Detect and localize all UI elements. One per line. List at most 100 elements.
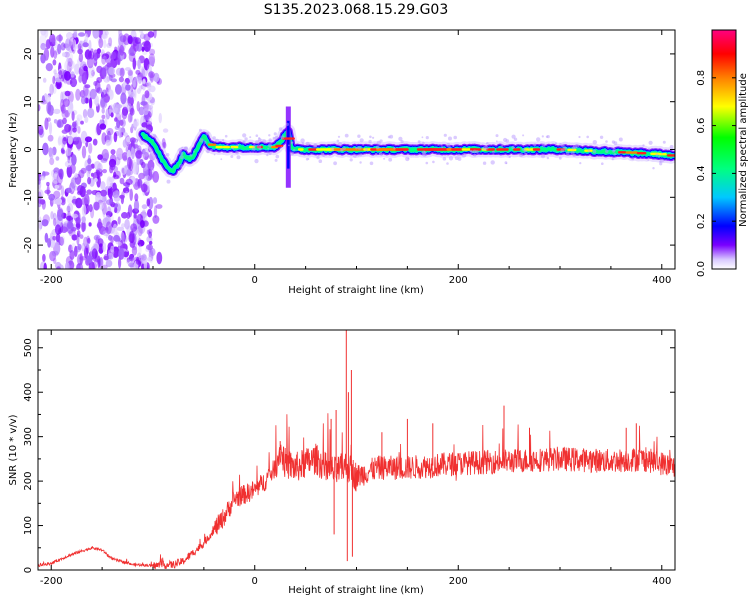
noise-blob bbox=[42, 77, 47, 83]
ridge-hotspots bbox=[207, 137, 675, 157]
noise-blob bbox=[143, 147, 150, 157]
halo-speckle bbox=[375, 145, 380, 150]
noise-blob bbox=[65, 38, 72, 51]
y-tick-label: 0 bbox=[23, 567, 34, 573]
noise-blob bbox=[125, 178, 133, 185]
noise-blob bbox=[124, 219, 130, 230]
noise-blob bbox=[115, 170, 121, 179]
noise-blob bbox=[97, 255, 101, 269]
halo-speckle bbox=[274, 158, 278, 162]
noise-blob bbox=[100, 189, 107, 197]
noise-blob bbox=[66, 205, 71, 213]
x-tick-label: 200 bbox=[449, 576, 468, 587]
noise-blob bbox=[133, 213, 137, 219]
noise-blob bbox=[121, 109, 128, 120]
noise-blob bbox=[65, 187, 73, 193]
halo-speckle bbox=[255, 140, 260, 145]
halo-speckle bbox=[275, 154, 280, 159]
halo-speckle bbox=[541, 135, 544, 138]
noise-blob bbox=[118, 33, 125, 46]
x-tick-label: 0 bbox=[252, 275, 258, 286]
noise-blob bbox=[53, 190, 61, 199]
noise-blob bbox=[112, 223, 118, 237]
noise-blob bbox=[140, 31, 144, 38]
noise-blob bbox=[116, 226, 125, 231]
noise-blob bbox=[149, 240, 153, 245]
halo-speckle bbox=[313, 143, 318, 148]
noise-blob bbox=[74, 63, 80, 75]
noise-blob bbox=[122, 187, 130, 194]
halo-speckle bbox=[280, 135, 285, 140]
halo-speckle bbox=[558, 156, 562, 160]
halo-speckle bbox=[372, 136, 375, 139]
halo-speckle bbox=[422, 141, 425, 145]
halo-speckle bbox=[179, 151, 184, 156]
noise-blob bbox=[143, 259, 148, 269]
halo-speckle bbox=[224, 134, 228, 138]
noise-blob bbox=[125, 67, 131, 72]
noise-blob bbox=[107, 252, 114, 260]
noise-blob bbox=[65, 261, 70, 269]
halo-speckle bbox=[374, 153, 378, 156]
noise-blob bbox=[108, 66, 115, 76]
noise-blob bbox=[120, 166, 127, 175]
snr-ticks: -200 0 200 400 0 100 200 300 400 500 bbox=[23, 330, 675, 587]
noise-blob bbox=[58, 70, 63, 80]
halo-speckle bbox=[307, 158, 310, 160]
x-tick-label: 0 bbox=[252, 576, 258, 587]
noise-blob bbox=[55, 156, 60, 161]
halo-speckle bbox=[236, 143, 240, 147]
noise-blob bbox=[57, 43, 62, 55]
noise-blob bbox=[87, 51, 95, 60]
halo-speckle bbox=[421, 136, 424, 139]
halo-speckle bbox=[292, 148, 296, 152]
halo-speckle bbox=[508, 155, 511, 159]
halo-speckle bbox=[454, 156, 459, 160]
noise-blob bbox=[70, 71, 75, 78]
noise-blob bbox=[64, 71, 71, 81]
noise-blob bbox=[101, 66, 107, 77]
noise-blob bbox=[145, 81, 151, 86]
halo-speckle bbox=[355, 146, 358, 150]
y-tick-label: 400 bbox=[23, 383, 34, 402]
halo-speckle bbox=[199, 138, 204, 143]
colorbar: 0.0 0.2 0.4 0.6 0.8 Normalized spectral ampl… bbox=[696, 29, 749, 277]
halo-speckle bbox=[566, 151, 570, 155]
halo-speckle bbox=[255, 134, 259, 137]
noise-blob bbox=[146, 229, 150, 235]
halo-speckle bbox=[545, 135, 549, 138]
noise-blob bbox=[104, 30, 109, 36]
noise-blob bbox=[115, 84, 122, 95]
halo-speckle bbox=[280, 146, 283, 149]
noise-blob bbox=[60, 185, 65, 197]
snr-panel: -200 0 200 400 0 100 200 300 400 500 Height of st… bbox=[8, 329, 676, 596]
halo-speckle bbox=[422, 152, 427, 157]
noise-blob bbox=[101, 114, 106, 120]
halo-speckle bbox=[242, 133, 247, 138]
noise-blob bbox=[146, 198, 151, 207]
noise-blob bbox=[84, 136, 93, 143]
noise-blob bbox=[38, 206, 41, 218]
halo-speckle bbox=[461, 153, 467, 158]
noise-blob bbox=[132, 159, 136, 172]
noise-blob bbox=[144, 90, 150, 99]
noise-blob bbox=[99, 123, 107, 130]
halo-speckle bbox=[359, 138, 364, 143]
halo-speckle bbox=[432, 160, 435, 164]
halo-speckle bbox=[251, 147, 256, 151]
noise-blob bbox=[75, 88, 81, 101]
noise-blob bbox=[76, 253, 84, 266]
noise-blob bbox=[153, 72, 160, 83]
noise-blob bbox=[87, 237, 91, 244]
noise-blob bbox=[77, 243, 82, 251]
noise-blob bbox=[96, 170, 101, 177]
noise-blob bbox=[55, 241, 60, 255]
noise-blob bbox=[101, 148, 110, 162]
halo-speckle bbox=[524, 152, 526, 155]
noise-blob bbox=[66, 221, 74, 230]
halo-speckle bbox=[249, 136, 252, 139]
noise-blob bbox=[93, 177, 98, 183]
noise-blob bbox=[83, 236, 89, 248]
halo-speckle bbox=[166, 179, 171, 184]
noise-blob bbox=[118, 248, 125, 260]
